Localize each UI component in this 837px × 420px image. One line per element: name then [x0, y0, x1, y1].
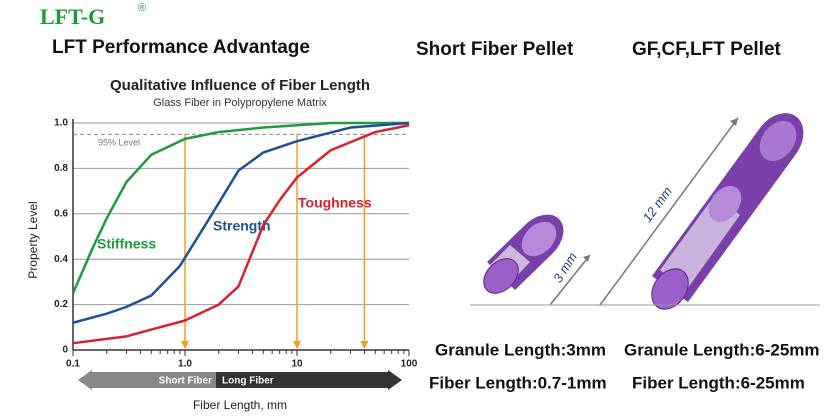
chart-title: Qualitative Influence of Fiber Length	[110, 77, 370, 94]
y-label: Property Level	[26, 201, 40, 278]
long-fiber: Fiber Length:6-25mm	[632, 373, 805, 392]
y-tick-label: 0.6	[54, 208, 68, 219]
registered: ®	[138, 2, 146, 14]
x-tick-label: 0.1	[66, 359, 80, 370]
x-label: Fiber Length, mm	[193, 398, 287, 412]
logo: LFT-G	[40, 4, 105, 29]
reference-label: 95% Level	[98, 138, 140, 148]
y-tick-label: 0.8	[54, 163, 68, 174]
heading: LFT Performance Advantage	[52, 37, 310, 58]
y-tick-label: 0.4	[54, 254, 68, 265]
y-tick-label: 0	[62, 345, 68, 356]
series-label: Toughness	[298, 195, 372, 211]
marker-head	[293, 341, 301, 349]
x-tick-label: 100	[401, 359, 418, 370]
series-label: Stiffness	[97, 236, 156, 252]
series-line	[71, 121, 409, 294]
marker-head	[360, 341, 369, 349]
series-label: Strength	[213, 218, 271, 234]
short-fiber: Fiber Length:0.7-1mm	[429, 373, 607, 392]
chart-subtitle: Glass Fiber in Polypropylene Matrix	[153, 97, 327, 109]
series-line	[72, 124, 410, 345]
marker-head	[181, 341, 189, 349]
x-tick-label: 10	[291, 359, 303, 370]
short-pellet: 3 mm	[483, 214, 591, 306]
long-pellet: 12 mm	[470, 113, 820, 310]
y-tick-label: 0.2	[54, 299, 68, 310]
long-title: GF,CF,LFT Pellet	[632, 39, 782, 60]
series-line	[72, 121, 410, 324]
short-fiber-label: Short Fiber	[159, 376, 212, 387]
x-tick-label: 1.0	[178, 359, 192, 370]
range-bar: Short Fiber Long Fiber	[78, 370, 402, 390]
long-granule: Granule Length:6-25mm	[624, 340, 820, 359]
long-dimension: 12 mm	[639, 184, 675, 225]
long-fiber-label: Long Fiber	[222, 376, 274, 387]
short-granule: Granule Length:3mm	[435, 340, 606, 359]
short-dimension: 3 mm	[550, 250, 580, 286]
y-tick-label: 1.0	[54, 118, 68, 129]
short-title: Short Fiber Pellet	[416, 39, 574, 60]
